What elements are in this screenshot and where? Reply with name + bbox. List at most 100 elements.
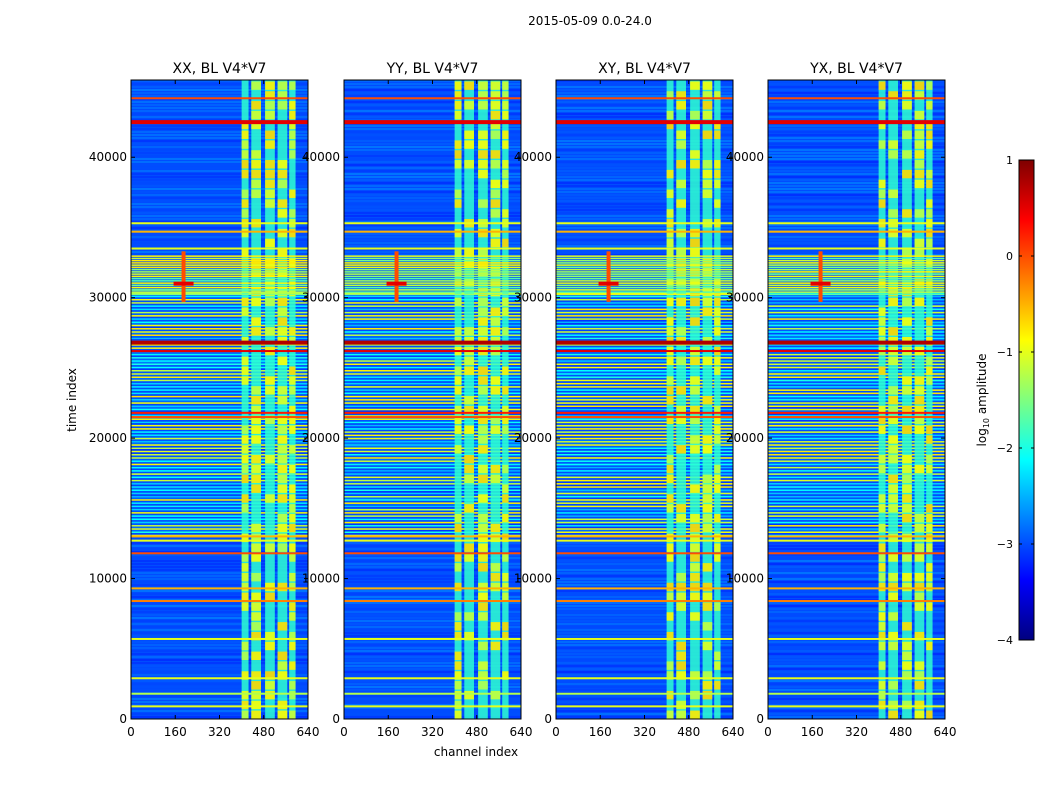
rfi-line (556, 222, 733, 225)
rfi-line (131, 230, 308, 233)
y-tick-label: 10000 (514, 572, 552, 586)
x-tick-label: 640 (510, 725, 533, 739)
rfi-line (131, 692, 308, 695)
rfi-line (556, 97, 733, 100)
rfi-line (768, 539, 945, 542)
rfi-line (131, 637, 308, 640)
heatmap-rfi-lines (344, 97, 521, 708)
rfi-line (344, 97, 521, 100)
rfi-line (131, 587, 308, 590)
rfi-line (556, 552, 733, 555)
rfi-line (556, 705, 733, 708)
y-tick-label: 30000 (302, 291, 340, 305)
heatmap-rfi-time-band (768, 251, 945, 302)
x-tick-label: 320 (208, 725, 231, 739)
rfi-line (556, 416, 733, 419)
rfi-line (768, 535, 945, 538)
y-tick-label: 20000 (302, 431, 340, 445)
rfi-line (344, 677, 521, 680)
rfi-peak (394, 251, 399, 302)
y-tick-label: 0 (332, 712, 340, 726)
rfi-line (344, 247, 521, 250)
heatmap-dense-region (344, 289, 521, 537)
x-tick-label: 480 (465, 725, 488, 739)
panel-title: YY, BL V4*V7 (386, 61, 479, 77)
rfi-line (556, 692, 733, 695)
y-tick-label: 0 (544, 712, 552, 726)
rfi-peak-core (598, 281, 619, 286)
rfi-peak-core (386, 281, 407, 286)
y-tick-label: 10000 (726, 572, 764, 586)
x-tick-label: 160 (377, 725, 400, 739)
heatmap-rfi-time-band (131, 251, 308, 302)
rfi-line (131, 416, 308, 419)
heatmap-rfi-lines (131, 97, 308, 708)
x-tick-label: 320 (633, 725, 656, 739)
rfi-line (344, 350, 521, 353)
rfi-line (768, 416, 945, 419)
panel-3: XY, BL V4*V7 0 160 320 480 640 0 10000 20000 3000… (514, 61, 745, 739)
rfi-line (344, 692, 521, 695)
rfi-line (131, 222, 308, 225)
x-tick-label: 480 (677, 725, 700, 739)
heatmap-rfi-channel-band (454, 80, 509, 719)
y-tick-label: 0 (756, 712, 764, 726)
colorbar-tick-label: 1 (1006, 154, 1013, 167)
x-tick-label: 160 (164, 725, 187, 739)
rfi-line (344, 230, 521, 233)
heatmap-rfi-lines (768, 97, 945, 708)
rfi-line (556, 677, 733, 680)
rfi-line (131, 539, 308, 542)
heatmap-rfi-channel-band (666, 80, 721, 719)
rfi-line (344, 120, 521, 125)
rfi-line (768, 692, 945, 695)
y-tick-label: 30000 (514, 291, 552, 305)
rfi-line (556, 120, 733, 125)
rfi-line (344, 222, 521, 225)
colorbar-label: log10 amplitude (975, 354, 991, 447)
colorbar-tick-label: −2 (997, 442, 1013, 455)
rfi-line (556, 535, 733, 538)
y-tick-label: 30000 (726, 291, 764, 305)
rfi-line (768, 247, 945, 250)
rfi-line (131, 97, 308, 100)
y-tick-label: 20000 (726, 431, 764, 445)
heatmap-rfi-time-band (344, 251, 521, 302)
rfi-line (556, 230, 733, 233)
rfi-peak (606, 251, 611, 302)
rfi-line (344, 552, 521, 555)
rfi-line (556, 340, 733, 345)
panel-title: XX, BL V4*V7 (173, 61, 267, 77)
colorbar-tick-label: −1 (997, 346, 1013, 359)
x-tick-label: 0 (764, 725, 772, 739)
x-tick-label: 320 (845, 725, 868, 739)
rfi-peak-core (173, 281, 194, 286)
rfi-line (344, 587, 521, 590)
rfi-line (556, 637, 733, 640)
rfi-line (131, 247, 308, 250)
rfi-line (131, 120, 308, 125)
rfi-line (556, 411, 733, 414)
rfi-line (768, 587, 945, 590)
colorbar-tick-label: −3 (997, 538, 1013, 551)
colorbar-tick-label: 0 (1006, 250, 1013, 263)
rfi-line (344, 411, 521, 414)
rfi-line (556, 350, 733, 353)
x-tick-label: 320 (421, 725, 444, 739)
x-tick-label: 640 (934, 725, 957, 739)
x-tick-label: 0 (127, 725, 135, 739)
rfi-line (344, 539, 521, 542)
figure-suptitle: 2015-05-09 0.0-24.0 (528, 14, 652, 28)
colorbar-bar (1018, 159, 1035, 641)
rfi-line (344, 416, 521, 419)
rfi-line (768, 97, 945, 100)
rfi-line (344, 535, 521, 538)
y-tick-label: 30000 (89, 291, 127, 305)
rfi-line (131, 600, 308, 603)
y-tick-label: 20000 (514, 431, 552, 445)
y-tick-label: 0 (119, 712, 127, 726)
rfi-line (556, 247, 733, 250)
rfi-line (556, 539, 733, 542)
x-tick-label: 480 (252, 725, 275, 739)
